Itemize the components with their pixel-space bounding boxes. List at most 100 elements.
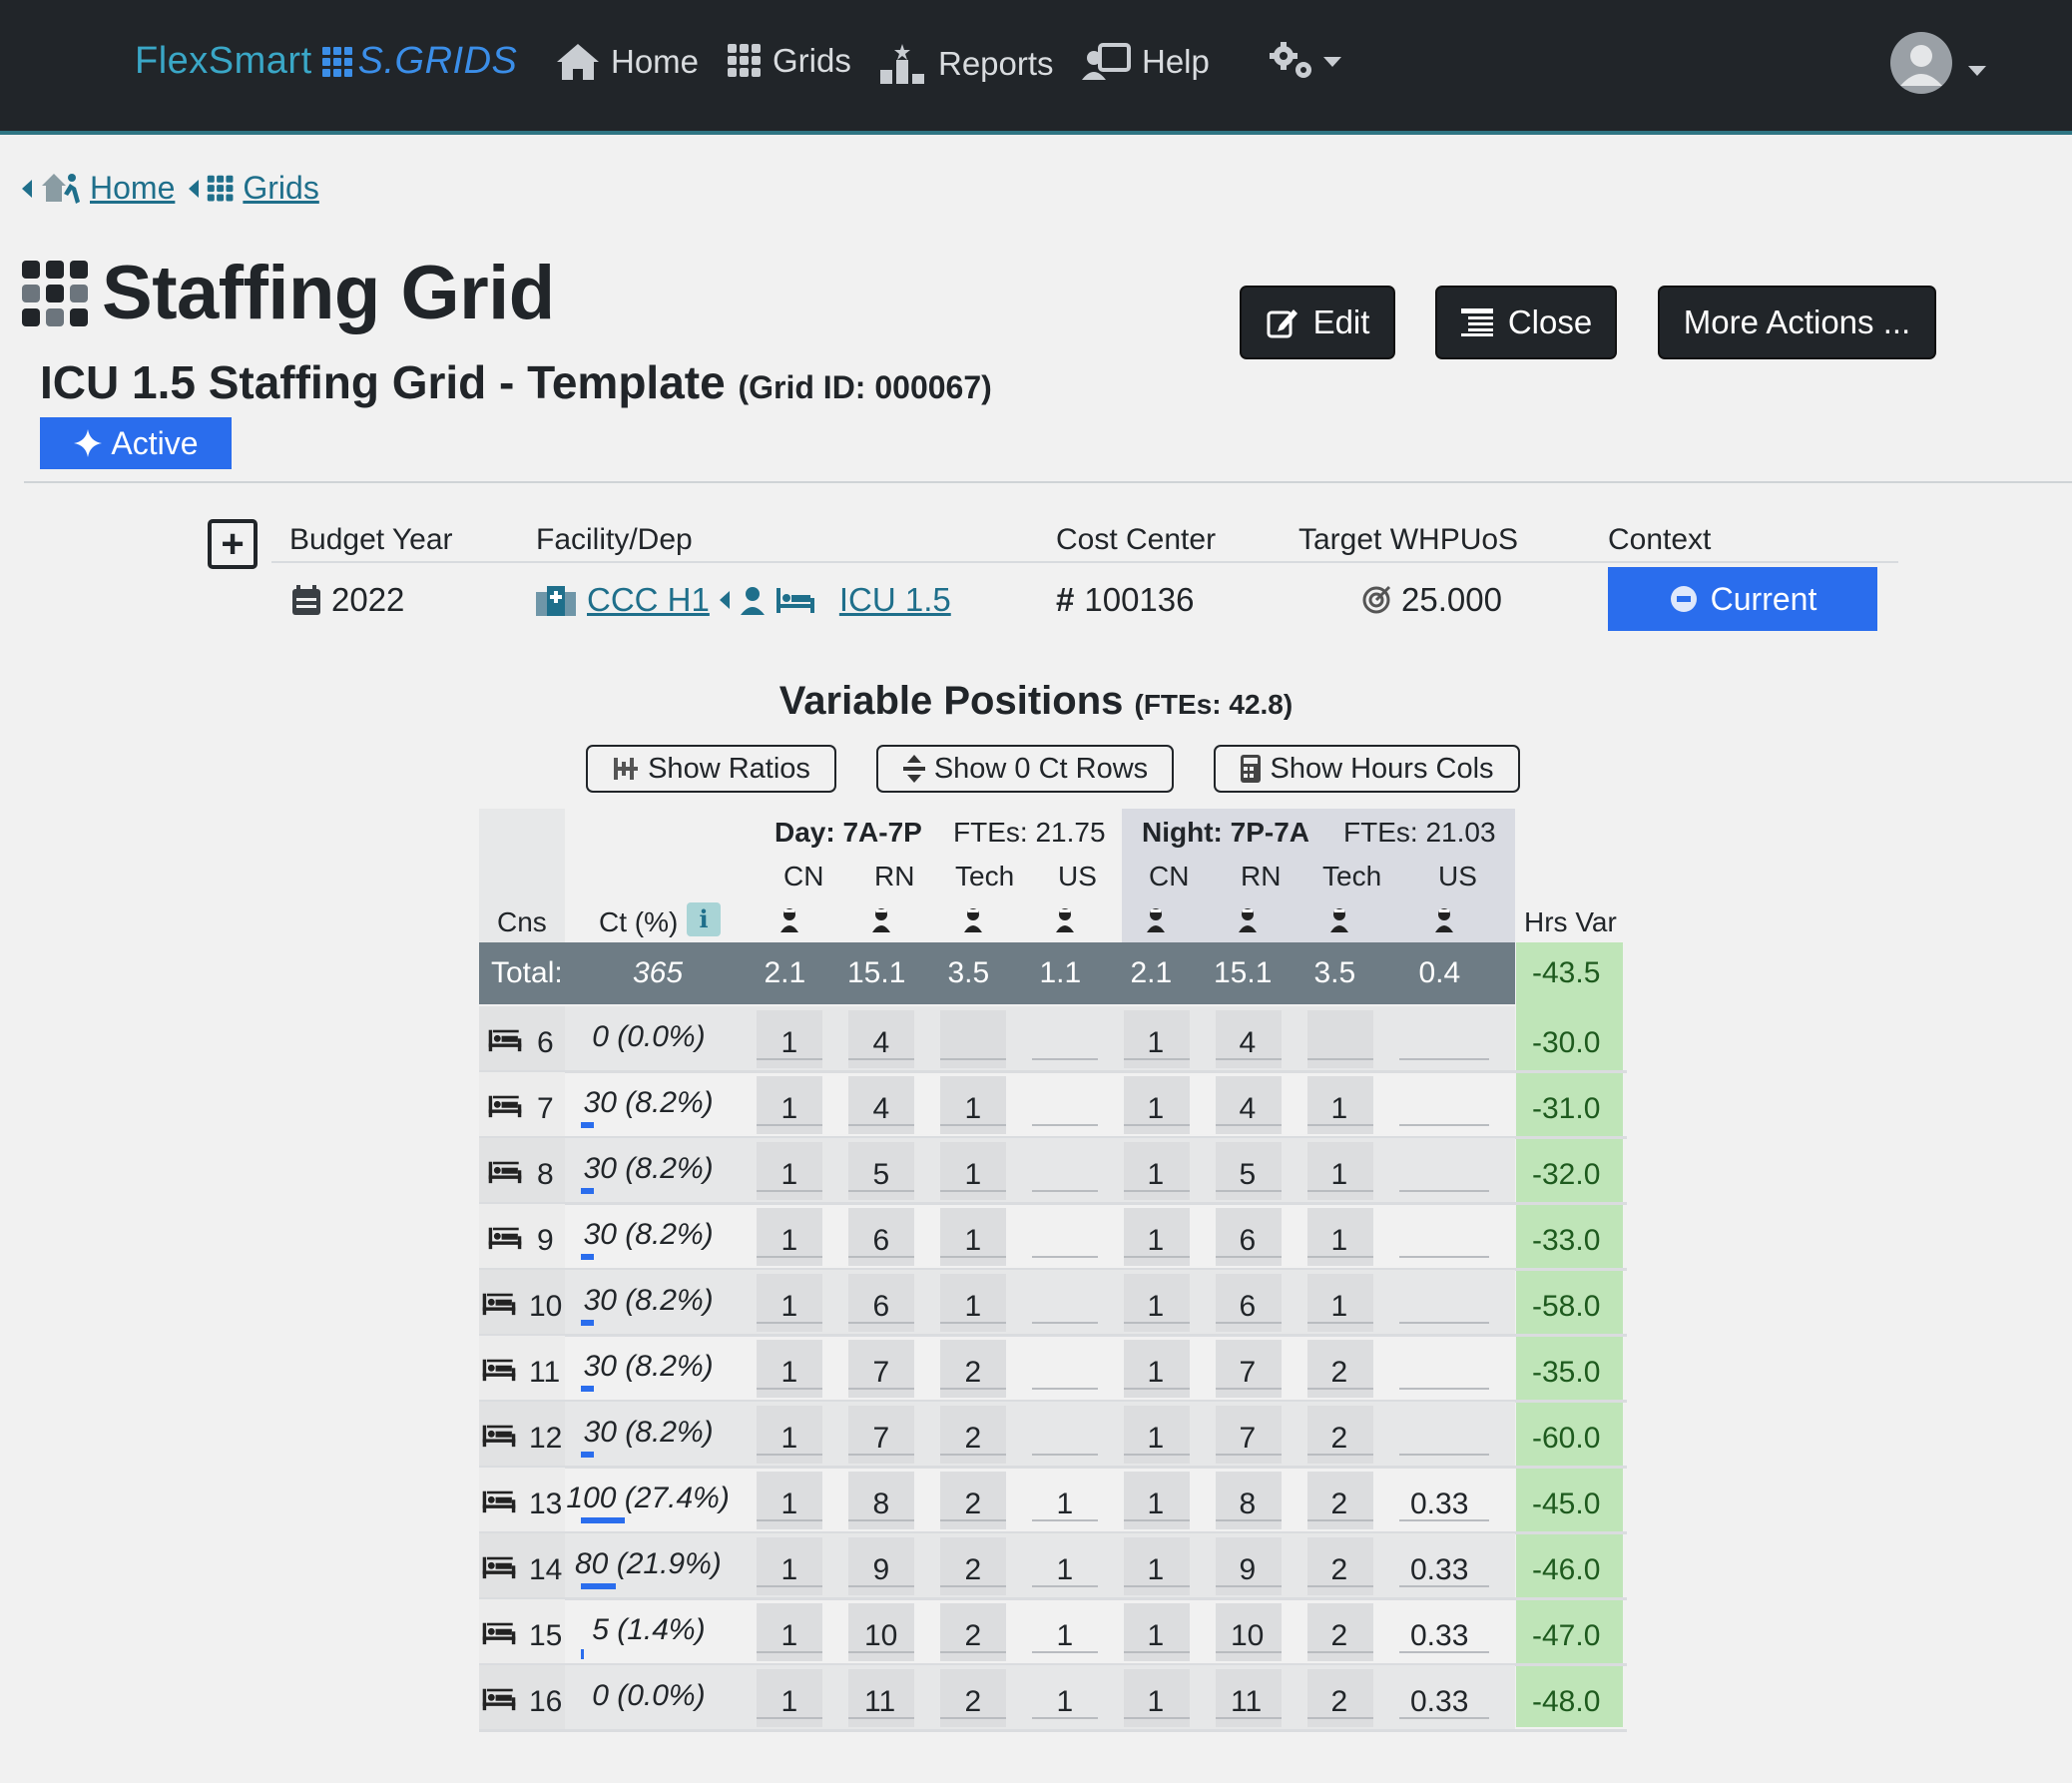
nav-help[interactable]: Help [1082, 42, 1210, 82]
expand-button[interactable]: + [208, 519, 258, 569]
staff-count: 1 [1056, 1619, 1074, 1652]
staff-count: 8 [1239, 1487, 1257, 1520]
staff-count: 1 [1147, 1158, 1165, 1191]
cell-underline [1124, 1388, 1190, 1390]
cell-underline [1399, 1124, 1489, 1126]
context-current-button[interactable]: Current [1608, 567, 1877, 631]
user-menu-caret-icon[interactable] [1968, 66, 1986, 76]
ct-value: 0 (0.0%) [592, 1020, 706, 1053]
bed-icon [488, 1161, 522, 1184]
night-ftes: FTEs: 21.03 [1343, 817, 1496, 848]
cell-underline [1124, 1717, 1190, 1719]
staff-count: 1 [1147, 1224, 1165, 1257]
total-value: 3.5 [947, 956, 990, 989]
calculator-icon [1241, 755, 1262, 783]
edit-button[interactable]: Edit [1240, 286, 1395, 359]
info-icon[interactable]: i [687, 902, 721, 936]
breadcrumb-grids[interactable]: Grids [243, 170, 319, 206]
bed-icon [482, 1556, 516, 1579]
staff-count: 8 [872, 1487, 890, 1520]
ct-value: 30 (8.2%) [583, 1284, 714, 1317]
nav-home[interactable]: Home [555, 42, 699, 82]
cell-underline [757, 1519, 822, 1521]
budget-year-text: 2022 [331, 581, 405, 618]
staff-count: 2 [1330, 1422, 1348, 1455]
staff-count: 4 [1239, 1026, 1257, 1059]
person-icon [1056, 908, 1074, 932]
cell-underline [1399, 1190, 1489, 1192]
bed-icon [482, 1490, 516, 1513]
staff-count: 0.33 [1410, 1685, 1469, 1718]
staff-count: 1 [964, 1158, 982, 1191]
staff-count: 9 [1239, 1553, 1257, 1586]
show-zero-rows-button[interactable]: Show 0 Ct Rows [876, 745, 1174, 793]
staff-count: 1 [1147, 1685, 1165, 1718]
brand-name: FlexSmart [135, 40, 312, 82]
percent-bar [581, 1517, 625, 1523]
staff-count: 6 [872, 1224, 890, 1257]
staff-count: 1 [1056, 1487, 1074, 1520]
brand-grid-icon [321, 46, 352, 77]
row-divider [479, 1268, 1627, 1271]
close-button[interactable]: Close [1435, 286, 1617, 359]
cell-underline [1307, 1190, 1373, 1192]
cell-underline [1124, 1190, 1190, 1192]
nav-grids[interactable]: Grids [727, 42, 851, 80]
cell-underline [757, 1717, 822, 1719]
staff-count: 7 [1239, 1422, 1257, 1455]
cell-underline [1307, 1585, 1373, 1587]
staff-count: 5 [872, 1158, 890, 1191]
cell-underline [1216, 1519, 1282, 1521]
more-actions-button[interactable]: More Actions ... [1658, 286, 1936, 359]
cell-underline [940, 1322, 1006, 1324]
cell-underline [848, 1454, 914, 1456]
total-value: 15.1 [847, 956, 906, 989]
section-title-text: Variable Positions [778, 679, 1124, 723]
person-icon [964, 908, 982, 932]
show-hours-cols-button[interactable]: Show Hours Cols [1214, 745, 1520, 793]
user-avatar[interactable] [1890, 32, 1952, 94]
cell-underline [1124, 1256, 1190, 1258]
staff-count: 1 [780, 1092, 798, 1125]
grid-icon [728, 44, 761, 77]
department-link[interactable]: ICU 1.5 [838, 581, 951, 618]
show-ratios-button[interactable]: Show Ratios [586, 745, 836, 793]
staff-count: 1 [780, 1224, 798, 1257]
breadcrumb-home[interactable]: Home [90, 170, 176, 206]
nav-reports[interactable]: Reports [878, 42, 1054, 86]
staff-count: 1 [780, 1026, 798, 1059]
bed-icon [488, 1095, 522, 1118]
cell-underline [940, 1190, 1006, 1192]
row-divider [479, 1597, 1627, 1600]
cell-underline [1124, 1651, 1190, 1653]
row-divider [479, 1202, 1627, 1205]
brand-logo[interactable]: FlexSmart S.GRIDS [135, 40, 517, 83]
bed-icon [488, 1029, 522, 1052]
staff-count: 1 [1330, 1290, 1348, 1323]
settings-menu[interactable] [1268, 40, 1341, 84]
bed-icon [482, 1293, 516, 1316]
staff-count: 1 [1056, 1553, 1074, 1586]
target-value: 25.000 [1361, 581, 1502, 619]
cell-underline [1216, 1124, 1282, 1126]
total-value: 3.5 [1313, 956, 1356, 989]
cell-underline [1216, 1322, 1282, 1324]
cell-underline [757, 1651, 822, 1653]
cns-cell-bg [479, 1204, 565, 1270]
person-icon [1330, 908, 1348, 932]
bed-icon [482, 1622, 516, 1645]
grid-id: (Grid ID: 000067) [738, 369, 992, 405]
row-divider [479, 1729, 1627, 1732]
header-cost-center: Cost Center [1056, 523, 1217, 556]
facility-link[interactable]: CCC H1 [587, 581, 710, 618]
cell-underline [1216, 1651, 1282, 1653]
staff-count: 1 [1147, 1026, 1165, 1059]
person-icon [872, 908, 890, 932]
cell-underline [1399, 1256, 1489, 1258]
target-icon [1362, 585, 1391, 614]
hrsvar-value: -45.0 [1532, 1487, 1601, 1520]
close-list-icon [1460, 308, 1493, 336]
staff-count: 6 [1239, 1290, 1257, 1323]
breadcrumb: Home Grids [22, 170, 319, 207]
total-ct: 365 [633, 956, 684, 989]
